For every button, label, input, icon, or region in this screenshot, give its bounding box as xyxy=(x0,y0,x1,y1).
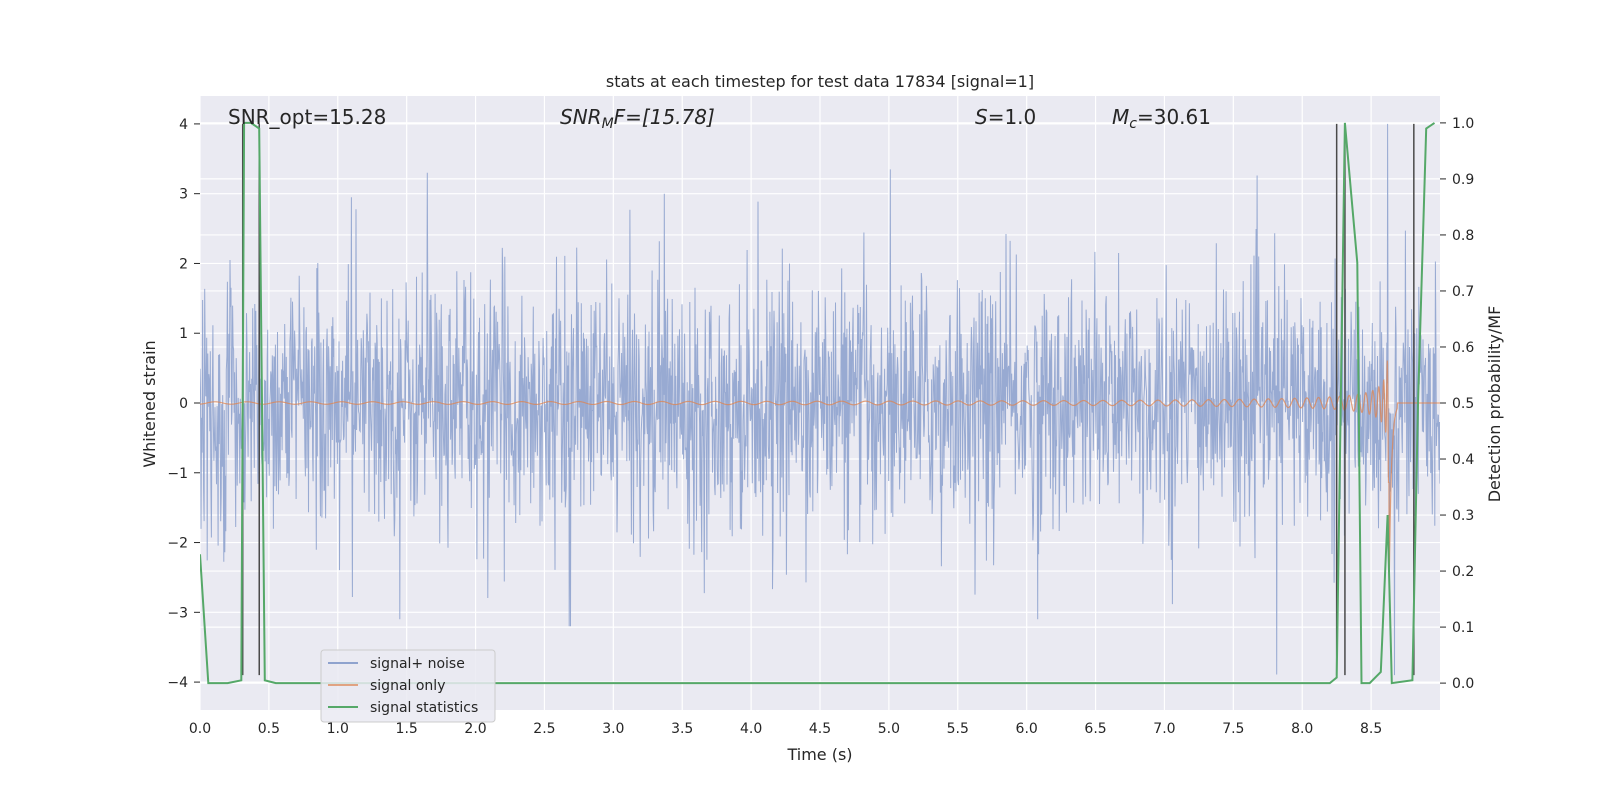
x-tick-label: 6.0 xyxy=(1016,721,1038,737)
x-axis-ticks: 0.0 0.5 1.0 1.5 2.0 2.5 3.0 3.5 4.0 4.5 5.0 5.5 6.0 6… xyxy=(189,721,1382,737)
y2-axis-ticks: 1.0 0.9 0.8 0.7 0.6 0.5 0.4 0.3 0.2 0.1 0.0 xyxy=(1440,116,1474,692)
y2-tick-label: 0.8 xyxy=(1452,228,1474,244)
x-tick-label: 0.0 xyxy=(189,721,211,737)
x-tick-label: 7.0 xyxy=(1153,721,1175,737)
annotation-snr-opt: SNR_opt=15.28 xyxy=(228,105,386,129)
y2-tick-label: 1.0 xyxy=(1452,116,1474,132)
y-axis-label: Whitened strain xyxy=(140,340,159,467)
signal-noise-line xyxy=(200,123,1440,676)
annotation-snr-mf: SNRMF=[15.78] xyxy=(560,105,715,132)
legend-label-signal-only: signal only xyxy=(370,678,445,694)
y-axis-ticks: 4 3 2 1 0 −1 −2 −3 −4 xyxy=(167,117,200,691)
y2-tick-label: 0.0 xyxy=(1452,676,1474,692)
y-tick-label: 0 xyxy=(179,396,188,412)
chart-title: stats at each timestep for test data 178… xyxy=(606,72,1034,91)
signal-only-series xyxy=(200,360,1440,586)
legend-box xyxy=(320,649,496,723)
y-tick-label: −3 xyxy=(167,605,188,621)
x-axis-label: Time (s) xyxy=(786,745,852,764)
x-tick-label: 2.0 xyxy=(464,721,486,737)
x-tick-label: 4.0 xyxy=(740,721,762,737)
x-tick-label: 8.5 xyxy=(1360,721,1382,737)
y-tick-label: 1 xyxy=(179,326,188,342)
x-tick-label: 0.5 xyxy=(258,721,280,737)
y2-tick-label: 0.3 xyxy=(1452,508,1474,524)
x-tick-label: 5.5 xyxy=(947,721,969,737)
legend-label-signal-noise: signal+ noise xyxy=(370,656,465,672)
y-tick-label: −2 xyxy=(167,536,188,552)
y-tick-label: 2 xyxy=(179,256,188,272)
y2-tick-label: 0.5 xyxy=(1452,396,1474,412)
x-tick-label: 6.5 xyxy=(1084,721,1106,737)
annotation-mc: Mc=30.61 xyxy=(1112,105,1211,132)
y2-tick-label: 0.9 xyxy=(1452,172,1474,188)
x-tick-label: 8.0 xyxy=(1291,721,1313,737)
annotation-s: S=1.0 xyxy=(975,105,1036,129)
x-tick-label: 4.5 xyxy=(809,721,831,737)
y2-tick-label: 0.1 xyxy=(1452,620,1474,636)
y-tick-label: 4 xyxy=(179,117,188,133)
y2-tick-label: 0.6 xyxy=(1452,340,1474,356)
y-tick-label: −1 xyxy=(167,466,188,482)
x-tick-label: 7.5 xyxy=(1222,721,1244,737)
y2-axis-label: Detection probability/MF xyxy=(1485,306,1504,503)
legend: signal+ noise signal only signal statist… xyxy=(320,649,496,723)
legend-label-signal-statistics: signal statistics xyxy=(370,700,478,716)
x-tick-label: 2.5 xyxy=(533,721,555,737)
signal-noise-series xyxy=(200,123,1440,676)
x-tick-label: 1.5 xyxy=(396,721,418,737)
signal-only-line xyxy=(200,360,1440,586)
x-tick-label: 3.0 xyxy=(602,721,624,737)
y2-tick-label: 0.2 xyxy=(1452,564,1474,580)
signal-statistics-line xyxy=(200,121,1436,685)
signal-statistics-series xyxy=(200,121,1436,685)
x-tick-label: 5.0 xyxy=(878,721,900,737)
y2-tick-label: 0.4 xyxy=(1452,452,1474,468)
y-tick-label: 3 xyxy=(179,187,188,203)
x-tick-label: 3.5 xyxy=(671,721,693,737)
x-tick-label: 1.0 xyxy=(327,721,349,737)
y2-tick-label: 0.7 xyxy=(1452,284,1474,300)
y-tick-label: −4 xyxy=(167,675,188,691)
